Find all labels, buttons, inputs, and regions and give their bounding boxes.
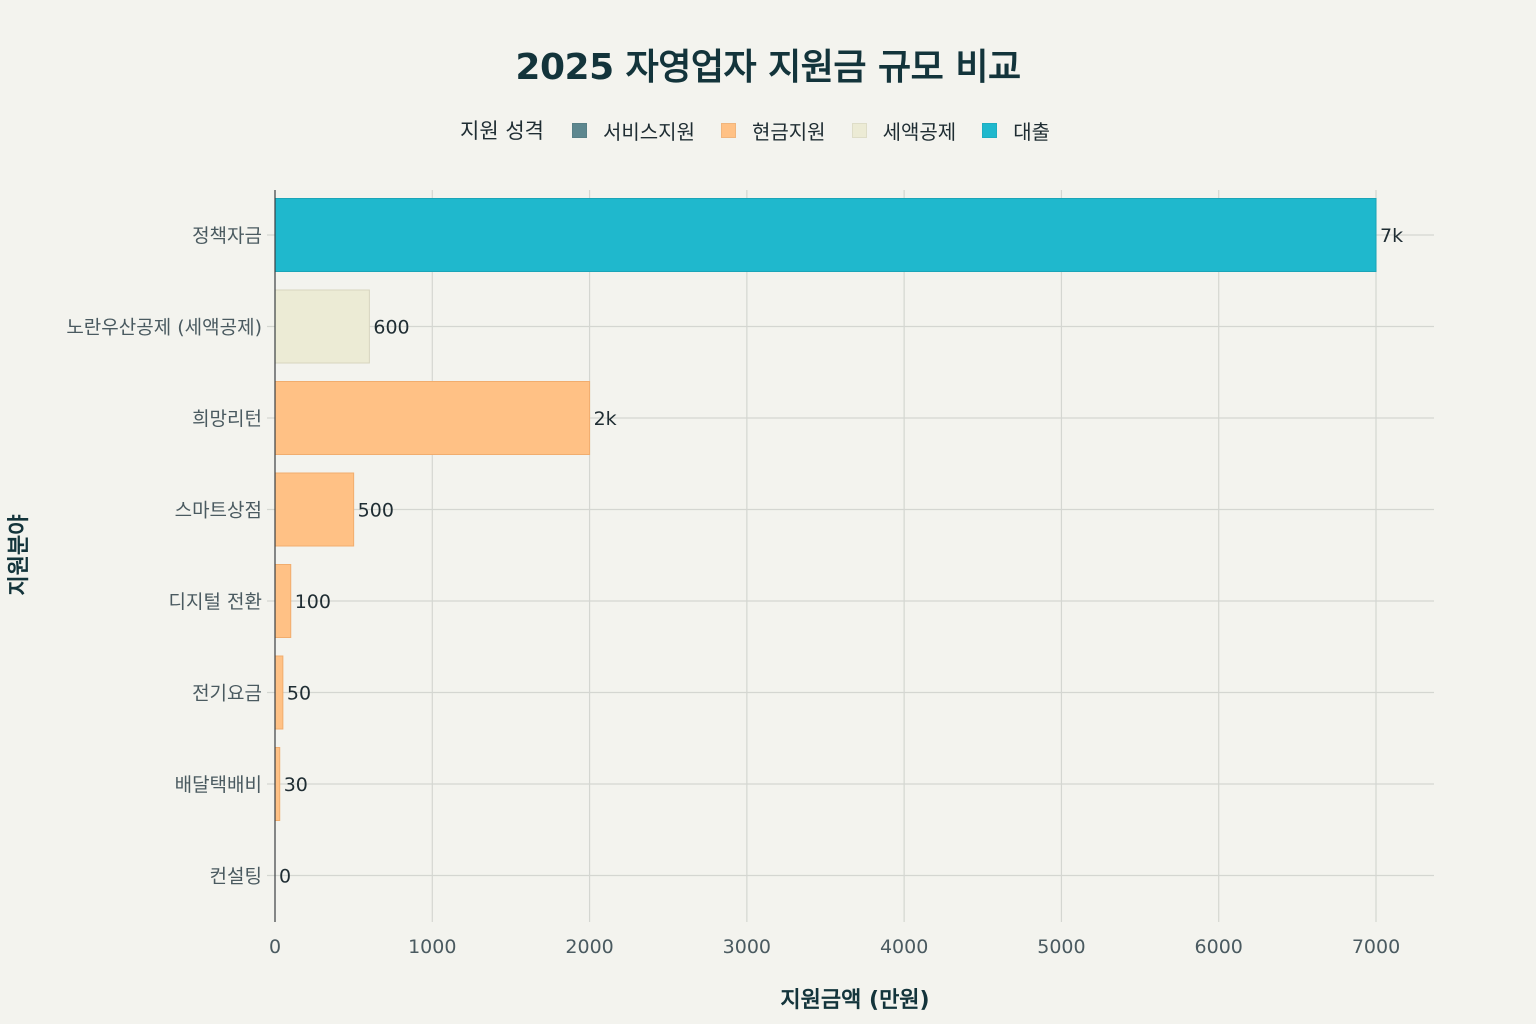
category-label: 전기요금 xyxy=(192,683,262,705)
data-label: 100 xyxy=(295,591,331,613)
data-label: 50 xyxy=(287,683,311,705)
data-label: 500 xyxy=(358,500,394,522)
legend-label-service: 서비스지원 xyxy=(602,119,695,144)
category-label: 디지털 전환 xyxy=(169,591,262,613)
legend-item-tax[interactable]: 세액공제 xyxy=(851,116,957,145)
legend: 지원 성격 서비스지원 현금지원 세액공제 대출 xyxy=(0,114,1536,146)
legend-label-loan: 대출 xyxy=(1013,119,1050,144)
bar[interactable] xyxy=(274,747,281,821)
legend-swatch-loan xyxy=(982,122,998,138)
bar[interactable] xyxy=(274,381,591,455)
bar[interactable] xyxy=(274,289,370,364)
legend-label-tax: 세액공제 xyxy=(882,119,957,144)
x-tick-label: 6000 xyxy=(1195,936,1243,958)
legend-swatch-cash xyxy=(720,122,736,138)
legend-item-service[interactable]: 서비스지원 xyxy=(571,116,695,145)
y-axis-title: 지원분야 xyxy=(7,514,32,596)
legend-title: 지원 성격 xyxy=(460,119,544,143)
data-label: 0 xyxy=(279,866,291,888)
legend-label-cash: 현금지원 xyxy=(751,119,826,144)
x-axis-title: 지원금액 (만원) xyxy=(780,988,930,1013)
x-tick-label: 1000 xyxy=(408,936,456,958)
category-label: 스마트상점 xyxy=(175,500,262,522)
x-tick-label: 3000 xyxy=(723,936,771,958)
legend-item-loan[interactable]: 대출 xyxy=(982,116,1050,145)
category-label: 정책자금 xyxy=(192,225,262,247)
data-label: 7k xyxy=(1380,225,1403,247)
bar[interactable] xyxy=(274,655,284,730)
category-label: 컨설팅 xyxy=(210,866,262,888)
category-label: 노란우산공제 (세액공제) xyxy=(66,317,262,339)
category-label: 배달택배비 xyxy=(175,774,262,796)
bar[interactable] xyxy=(274,472,355,547)
data-label: 30 xyxy=(284,774,308,796)
legend-swatch-service xyxy=(571,122,587,138)
category-label: 희망리턴 xyxy=(192,408,262,430)
x-tick-label: 4000 xyxy=(880,936,928,958)
x-tick-label: 2000 xyxy=(565,936,613,958)
legend-item-cash[interactable]: 현금지원 xyxy=(720,116,826,145)
bar[interactable] xyxy=(274,198,1377,272)
bar[interactable] xyxy=(274,564,292,638)
data-label: 2k xyxy=(594,408,617,430)
chart-title: 2025 자영업자 지원금 규모 비교 xyxy=(515,47,1021,88)
x-tick-label: 0 xyxy=(269,936,281,958)
data-label: 600 xyxy=(373,317,409,339)
x-tick-label: 5000 xyxy=(1037,936,1085,958)
x-tick-label: 7000 xyxy=(1352,936,1400,958)
legend-swatch-tax xyxy=(851,122,867,138)
